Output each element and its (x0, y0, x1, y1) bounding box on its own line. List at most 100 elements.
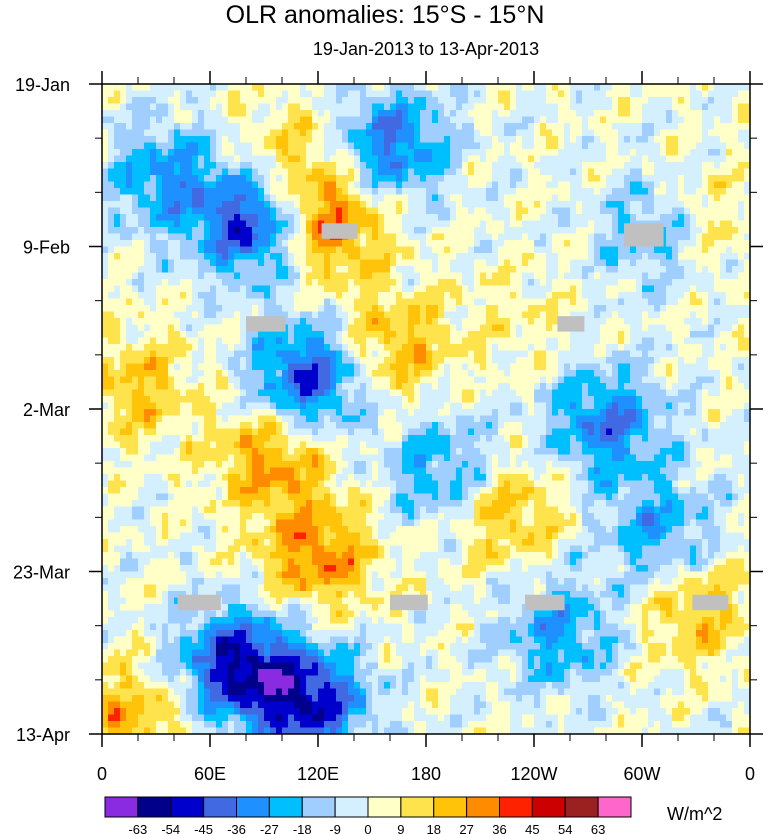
field-cell (108, 149, 115, 157)
field-cell (204, 350, 211, 358)
field-cell (450, 331, 457, 339)
field-cell (432, 259, 439, 267)
field-cell (690, 376, 697, 384)
field-cell (414, 207, 421, 215)
field-cell (342, 181, 349, 189)
field-cell (246, 292, 253, 300)
field-cell (348, 207, 355, 215)
field-cell (456, 344, 463, 352)
field-cell (366, 207, 373, 215)
field-cell (672, 162, 679, 170)
field-cell (588, 168, 595, 176)
field-cell (456, 305, 463, 313)
field-cell (636, 201, 643, 209)
field-cell (264, 162, 271, 170)
field-cell (192, 188, 199, 196)
field-cell (114, 318, 121, 326)
field-cell (408, 259, 415, 267)
field-cell (288, 318, 295, 326)
field-cell (732, 181, 739, 189)
field-cell (198, 220, 205, 228)
field-cell (510, 318, 517, 326)
field-cell (240, 350, 247, 358)
field-cell (198, 227, 205, 235)
field-cell (144, 162, 151, 170)
field-cell (240, 272, 247, 280)
field-cell (402, 350, 409, 358)
field-cell (600, 272, 607, 280)
field-cell (702, 155, 709, 163)
field-cell (240, 324, 247, 332)
field-cell (588, 116, 595, 124)
field-cell (714, 292, 721, 300)
field-cell (594, 123, 601, 131)
field-cell (612, 344, 619, 352)
field-cell (492, 318, 499, 326)
field-cell (222, 298, 229, 306)
field-cell (258, 181, 265, 189)
field-cell (132, 305, 139, 313)
field-cell (120, 116, 127, 124)
field-cell (708, 363, 715, 371)
field-cell (252, 246, 259, 254)
field-cell (462, 155, 469, 163)
field-cell (264, 214, 271, 222)
field-cell (240, 383, 247, 391)
field-cell (510, 305, 517, 313)
field-cell (468, 344, 475, 352)
field-cell (210, 129, 217, 137)
field-cell (498, 175, 505, 183)
field-cell (510, 168, 517, 176)
field-cell (624, 259, 631, 267)
field-cell (132, 155, 139, 163)
field-cell (228, 168, 235, 176)
field-cell (564, 201, 571, 209)
field-cell (264, 259, 271, 267)
field-cell (570, 168, 577, 176)
field-cell (240, 357, 247, 365)
field-cell (606, 246, 613, 254)
field-cell (204, 123, 211, 131)
field-cell (294, 175, 301, 183)
field-cell (504, 207, 511, 215)
field-cell (660, 201, 667, 209)
field-cell (288, 194, 295, 202)
field-cell (240, 344, 247, 352)
field-cell (186, 350, 193, 358)
field-cell (738, 142, 745, 150)
field-cell (726, 214, 733, 222)
field-cell (498, 110, 505, 118)
field-cell (348, 214, 355, 222)
field-cell (654, 324, 661, 332)
field-cell (426, 110, 433, 118)
field-cell (708, 331, 715, 339)
field-cell (534, 188, 541, 196)
field-cell (612, 214, 619, 222)
field-cell (630, 155, 637, 163)
field-cell (258, 305, 265, 313)
field-cell (516, 136, 523, 144)
field-cell (294, 272, 301, 280)
field-cell (540, 285, 547, 293)
field-cell (438, 220, 445, 228)
field-cell (378, 162, 385, 170)
field-cell (546, 363, 553, 371)
field-cell (324, 292, 331, 300)
field-cell (264, 240, 271, 248)
field-cell (126, 149, 133, 157)
field-cell (486, 279, 493, 287)
field-cell (330, 311, 337, 319)
field-cell (252, 240, 259, 248)
field-cell (408, 266, 415, 274)
field-cell (420, 201, 427, 209)
field-cell (528, 214, 535, 222)
field-cell (282, 90, 289, 98)
field-cell (192, 331, 199, 339)
field-cell (450, 220, 457, 228)
field-cell (318, 370, 325, 378)
field-cell (414, 318, 421, 326)
field-cell (474, 253, 481, 261)
field-cell (612, 175, 619, 183)
field-cell (288, 350, 295, 358)
field-cell (516, 259, 523, 267)
